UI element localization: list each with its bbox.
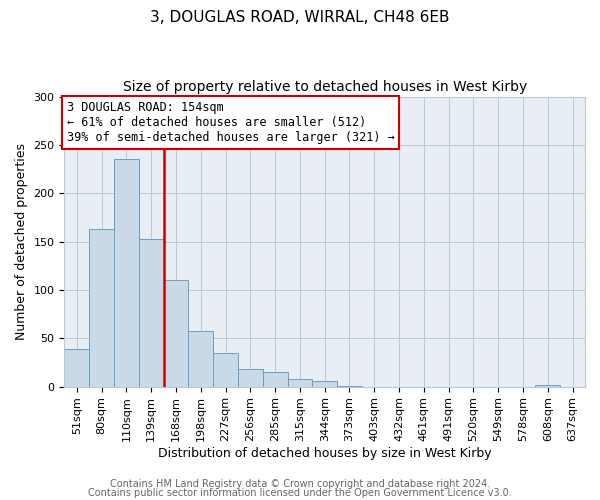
X-axis label: Distribution of detached houses by size in West Kirby: Distribution of detached houses by size … [158,447,491,460]
Bar [313,381,337,386]
Bar [238,369,263,386]
Bar [263,372,287,386]
Title: Size of property relative to detached houses in West Kirby: Size of property relative to detached ho… [122,80,527,94]
Bar [114,160,139,386]
Bar [139,238,164,386]
Bar [287,379,313,386]
Y-axis label: Number of detached properties: Number of detached properties [15,143,28,340]
Bar [535,384,560,386]
Bar [213,353,238,386]
Bar [64,349,89,387]
Bar [89,229,114,386]
Text: 3 DOUGLAS ROAD: 154sqm
← 61% of detached houses are smaller (512)
39% of semi-de: 3 DOUGLAS ROAD: 154sqm ← 61% of detached… [67,101,395,144]
Bar [164,280,188,386]
Text: Contains HM Land Registry data © Crown copyright and database right 2024.: Contains HM Land Registry data © Crown c… [110,479,490,489]
Text: Contains public sector information licensed under the Open Government Licence v3: Contains public sector information licen… [88,488,512,498]
Text: 3, DOUGLAS ROAD, WIRRAL, CH48 6EB: 3, DOUGLAS ROAD, WIRRAL, CH48 6EB [150,10,450,25]
Bar [188,332,213,386]
